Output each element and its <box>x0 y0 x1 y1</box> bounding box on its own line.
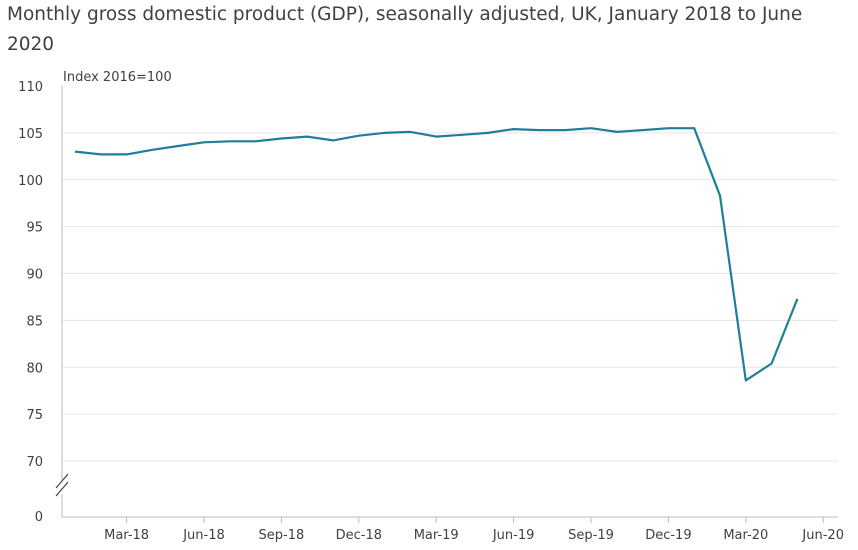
x-tick-label: Mar-19 <box>414 528 459 543</box>
x-tick-label: Mar-18 <box>104 528 149 543</box>
axis-break-icon <box>52 473 72 497</box>
series-line-gdp <box>74 127 799 382</box>
x-tick-label: Mar-20 <box>723 528 768 543</box>
x-tick-label: Dec-19 <box>645 528 691 543</box>
y-axis-unit-label: Index 2016=100 <box>63 70 172 85</box>
y-tick-label: 110 <box>18 80 43 95</box>
y-tick-label: 95 <box>26 221 43 236</box>
chart-title: Monthly gross domestic product (GDP), se… <box>7 4 803 55</box>
x-tick-label: Jun-20 <box>801 528 844 543</box>
x-tick-label: Sep-19 <box>568 528 614 543</box>
y-tick-label: 90 <box>26 268 43 283</box>
y-tick-label: 85 <box>26 314 43 329</box>
y-tick-label: 100 <box>18 174 43 189</box>
x-axis-tick-labels: Mar-18 Jun-18 Sep-18 Dec-18 Mar-19 Jun-19 Sep-… <box>104 517 844 543</box>
x-tick-label: Jun-18 <box>182 528 225 543</box>
y-tick-label: 105 <box>18 127 43 142</box>
y-tick-label: 75 <box>26 408 43 423</box>
gridlines <box>62 132 838 462</box>
y-tick-label-zero: 0 <box>35 510 43 525</box>
y-tick-label: 70 <box>26 455 43 470</box>
x-tick-label: Sep-18 <box>259 528 305 543</box>
y-axis-tick-labels: 110 105 100 95 90 85 80 75 70 0 <box>18 80 43 525</box>
y-tick-label: 80 <box>26 361 43 376</box>
x-tick-label: Jun-19 <box>492 528 535 543</box>
x-tick-label: Dec-18 <box>336 528 382 543</box>
